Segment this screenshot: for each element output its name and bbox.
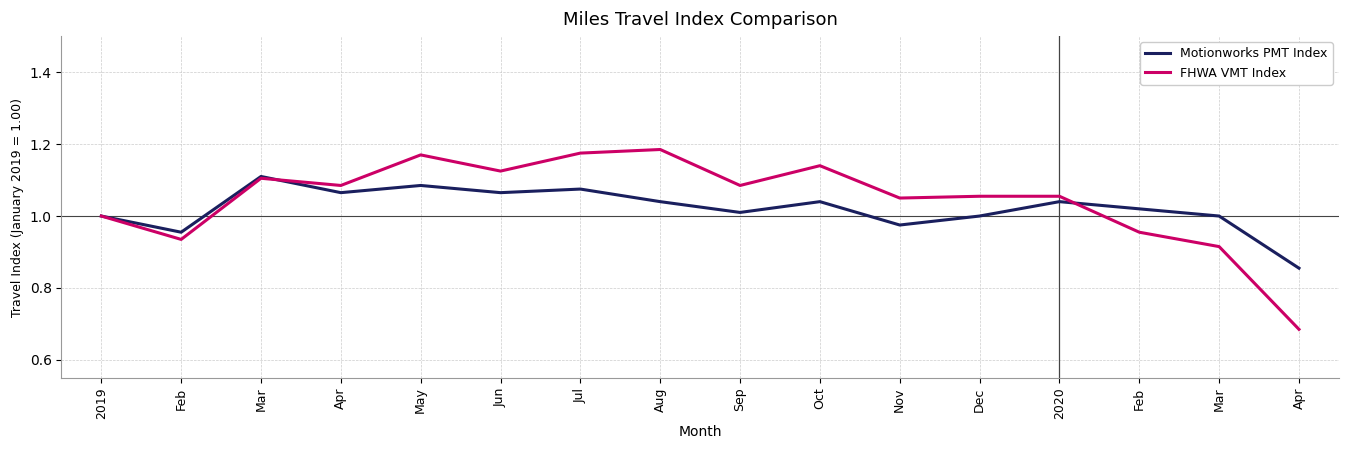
Motionworks PMT Index [93, 213, 109, 219]
FHWA VMT Index [972, 194, 988, 199]
Motionworks PMT Index [252, 174, 269, 179]
Motionworks PMT Index [572, 186, 589, 192]
Line: Motionworks PMT Index: Motionworks PMT Index [101, 176, 1299, 268]
FHWA VMT Index [1052, 194, 1068, 199]
Motionworks PMT Index [493, 190, 509, 195]
FHWA VMT Index [173, 237, 189, 242]
Motionworks PMT Index [1291, 266, 1307, 271]
FHWA VMT Index [732, 183, 748, 188]
X-axis label: Month: Month [679, 425, 722, 439]
Motionworks PMT Index [1052, 199, 1068, 204]
FHWA VMT Index [572, 150, 589, 156]
Motionworks PMT Index [173, 230, 189, 235]
Motionworks PMT Index [732, 210, 748, 215]
FHWA VMT Index [413, 152, 429, 158]
Motionworks PMT Index [811, 199, 828, 204]
FHWA VMT Index [891, 195, 907, 201]
Motionworks PMT Index [1131, 206, 1148, 211]
Motionworks PMT Index [972, 213, 988, 219]
Y-axis label: Travel Index (January 2019 = 1.00): Travel Index (January 2019 = 1.00) [11, 98, 24, 316]
FHWA VMT Index [1131, 230, 1148, 235]
Motionworks PMT Index [1211, 213, 1227, 219]
Motionworks PMT Index [891, 222, 907, 228]
FHWA VMT Index [652, 147, 668, 152]
Line: FHWA VMT Index: FHWA VMT Index [101, 149, 1299, 329]
FHWA VMT Index [1291, 327, 1307, 332]
Motionworks PMT Index [652, 199, 668, 204]
FHWA VMT Index [493, 168, 509, 174]
Motionworks PMT Index [413, 183, 429, 188]
FHWA VMT Index [1211, 244, 1227, 249]
FHWA VMT Index [811, 163, 828, 168]
FHWA VMT Index [332, 183, 348, 188]
Motionworks PMT Index [332, 190, 348, 195]
FHWA VMT Index [93, 213, 109, 219]
Title: Miles Travel Index Comparison: Miles Travel Index Comparison [563, 11, 837, 29]
Legend: Motionworks PMT Index, FHWA VMT Index: Motionworks PMT Index, FHWA VMT Index [1141, 42, 1332, 85]
FHWA VMT Index [252, 176, 269, 181]
